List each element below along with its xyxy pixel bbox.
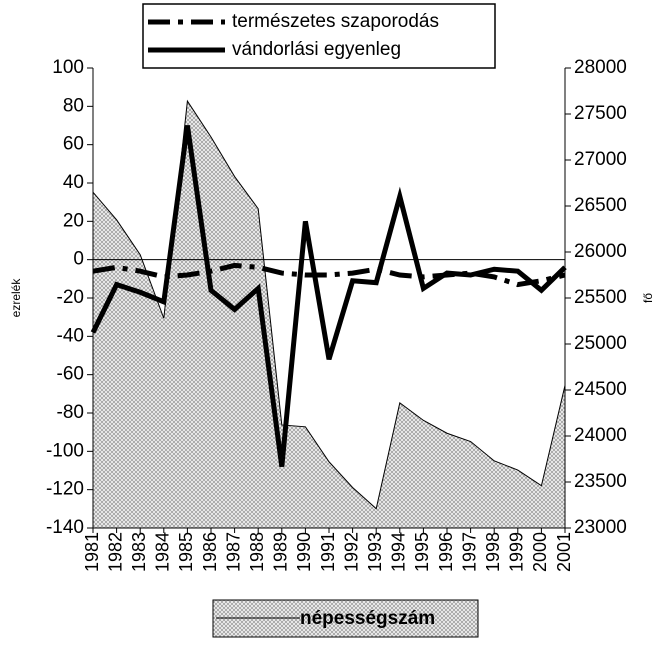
x-tick-label: 1996 bbox=[436, 532, 456, 572]
x-tick-label: 1997 bbox=[459, 532, 479, 572]
y-tick-label: 60 bbox=[63, 134, 84, 155]
x-tick-label: 1992 bbox=[341, 532, 361, 572]
y-tick-label: -140 bbox=[46, 517, 84, 538]
y2-tick-label: 26000 bbox=[574, 241, 627, 262]
legend-label: vándorlási egyenleg bbox=[232, 39, 401, 60]
x-tick-label: 1987 bbox=[223, 532, 243, 572]
y2-tick-label: 28000 bbox=[574, 57, 627, 78]
y-tick-label: -120 bbox=[46, 479, 84, 500]
x-tick-label: 1981 bbox=[82, 532, 102, 572]
y-tick-label: -80 bbox=[57, 402, 84, 423]
line bbox=[92, 262, 566, 288]
y-tick-label: 80 bbox=[63, 95, 84, 116]
y-tick-label: -20 bbox=[57, 287, 84, 308]
y2-axis-title: fő bbox=[641, 293, 655, 303]
area bbox=[92, 99, 566, 529]
legend-box bbox=[142, 3, 496, 69]
y2-tick-label: 25000 bbox=[574, 333, 627, 354]
x-tick-label: 1994 bbox=[389, 532, 409, 572]
x-tick-label: 1993 bbox=[365, 532, 385, 572]
y2-tick-label: 24000 bbox=[574, 425, 627, 446]
x-tick-label: 1984 bbox=[153, 532, 173, 572]
y-tick-label: -100 bbox=[46, 440, 84, 461]
y2-tick-label: 27500 bbox=[574, 103, 627, 124]
y-tick-label: -40 bbox=[57, 325, 84, 346]
y-tick-label: -60 bbox=[57, 364, 84, 385]
x-tick-label: 1982 bbox=[105, 532, 125, 572]
x-tick-label: 1995 bbox=[412, 532, 432, 572]
x-tick-label: 1991 bbox=[318, 532, 338, 572]
x-tick-label: 1986 bbox=[200, 532, 220, 572]
line bbox=[90, 125, 567, 467]
x-tick-label: 1988 bbox=[247, 532, 267, 572]
x-tick-label: 1985 bbox=[176, 532, 196, 572]
y-tick-label: 20 bbox=[63, 210, 84, 231]
y2-tick-label: 23000 bbox=[574, 517, 627, 538]
x-tick-label: 1990 bbox=[294, 532, 314, 572]
y2-tick-label: 27000 bbox=[574, 149, 627, 170]
y-tick-label: 0 bbox=[73, 249, 84, 270]
y-axis-title: ezrelék bbox=[9, 278, 23, 318]
x-tick-label: 1999 bbox=[507, 532, 527, 572]
y2-tick-label: 26500 bbox=[574, 195, 627, 216]
legend-label: természetes szaporodás bbox=[232, 11, 439, 32]
x-tick-label: 2001 bbox=[554, 532, 574, 572]
y2-tick-label: 24500 bbox=[574, 379, 627, 400]
x-tick-label: 1989 bbox=[271, 532, 291, 572]
y-tick-label: 40 bbox=[63, 172, 84, 193]
legend-label: népességszám bbox=[300, 608, 435, 629]
y2-tick-label: 25500 bbox=[574, 287, 627, 308]
y-tick-label: 100 bbox=[52, 57, 84, 78]
y2-tick-label: 23500 bbox=[574, 471, 627, 492]
x-tick-label: 1998 bbox=[483, 532, 503, 572]
x-tick-label: 2000 bbox=[530, 532, 550, 572]
x-tick-label: 1983 bbox=[129, 532, 149, 572]
